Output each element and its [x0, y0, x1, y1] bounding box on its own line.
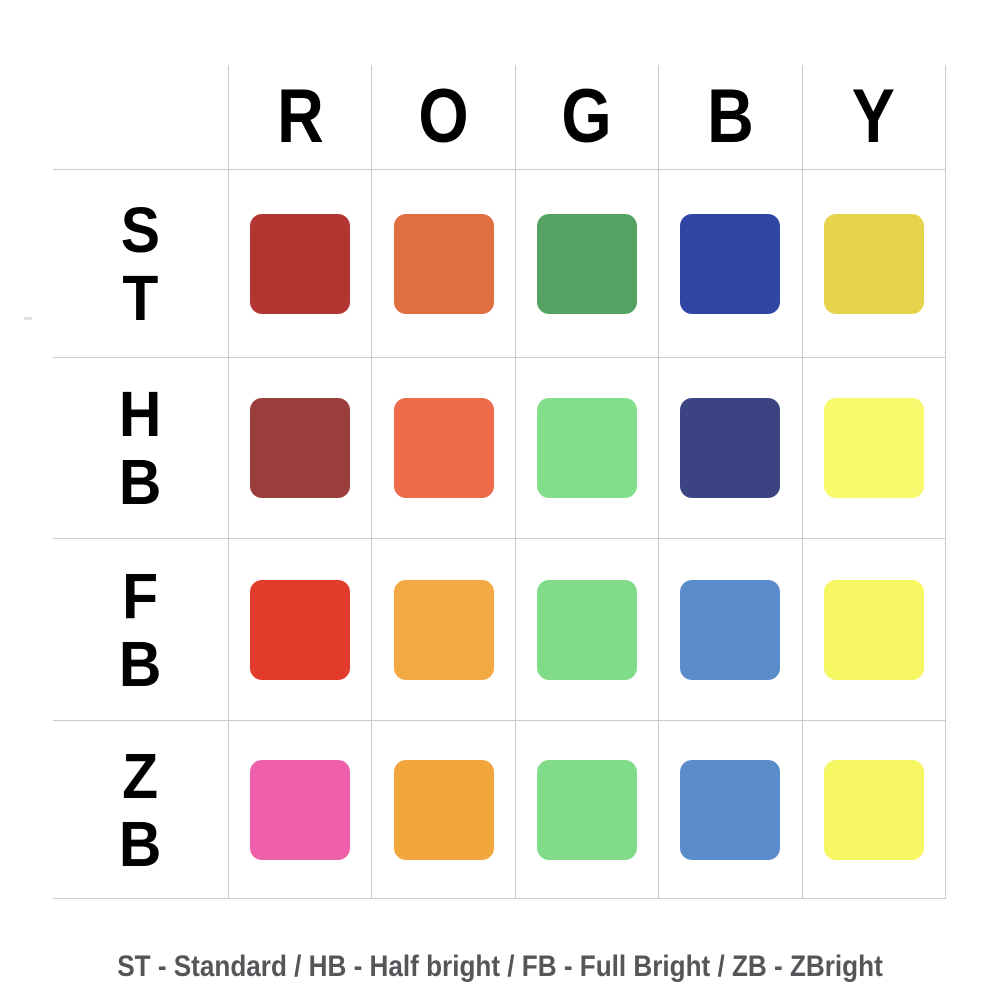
cell-ST-Y	[802, 170, 946, 358]
swatch-HB-B	[680, 398, 781, 498]
swatch-ST-G	[536, 213, 637, 314]
cell-ST-G	[515, 170, 660, 358]
cell-FB-Y	[802, 539, 946, 721]
cell-ZB-R	[229, 721, 373, 899]
cell-ST-R	[229, 170, 373, 358]
cell-ZB-O	[372, 721, 516, 899]
cell-ST-O	[372, 170, 516, 358]
swatch-ZB-B	[680, 759, 781, 860]
column-header-R: R	[229, 65, 373, 170]
column-header-label: Y	[852, 74, 896, 159]
swatch-HB-R	[250, 398, 351, 498]
swatch-HB-G	[536, 398, 637, 498]
cell-HB-Y	[802, 358, 946, 539]
row-header-FB: F B	[53, 539, 229, 721]
swatch-FB-O	[393, 579, 494, 680]
row-header-label: H B	[119, 378, 162, 518]
legend-text: ST - Standard / HB - Half bright / FB - …	[117, 950, 883, 983]
cell-FB-B	[659, 539, 803, 721]
swatch-ZB-O	[393, 759, 494, 860]
cell-ZB-G	[515, 721, 660, 899]
cell-HB-O	[372, 358, 516, 539]
column-header-label: R	[276, 74, 324, 159]
row-header-label: Z B	[119, 739, 162, 880]
palette-comparison-table: R O G B Y S T H B F B	[53, 65, 946, 899]
column-header-G: G	[515, 65, 660, 170]
swatch-ST-B	[680, 213, 781, 314]
cell-HB-G	[515, 358, 660, 539]
swatch-ST-R	[250, 213, 351, 314]
row-header-ST: S T	[53, 170, 229, 358]
cell-ZB-Y	[802, 721, 946, 899]
column-header-Y: Y	[802, 65, 946, 170]
column-header-B: B	[659, 65, 803, 170]
swatch-FB-B	[680, 579, 781, 680]
cell-FB-R	[229, 539, 373, 721]
cell-HB-B	[659, 358, 803, 539]
cell-FB-O	[372, 539, 516, 721]
cell-ST-B	[659, 170, 803, 358]
swatch-ST-O	[393, 213, 494, 314]
column-header-label: B	[707, 74, 754, 159]
swatch-FB-G	[536, 579, 637, 680]
row-header-label: S T	[120, 193, 161, 334]
swatch-ZB-Y	[823, 759, 924, 860]
swatch-FB-Y	[823, 579, 924, 680]
row-header-label: F B	[119, 559, 162, 700]
column-header-label: O	[418, 74, 469, 159]
cell-FB-G	[515, 539, 660, 721]
swatch-FB-R	[250, 579, 351, 680]
cell-HB-R	[229, 358, 373, 539]
column-header-label: G	[561, 74, 613, 159]
stray-mark	[24, 317, 32, 320]
column-header-O: O	[372, 65, 516, 170]
swatch-ZB-G	[536, 759, 637, 860]
row-header-HB: H B	[53, 358, 229, 539]
swatch-HB-O	[393, 398, 494, 498]
swatch-ZB-R	[250, 759, 351, 860]
row-header-ZB: Z B	[53, 721, 229, 899]
corner-cell	[53, 65, 229, 170]
cell-ZB-B	[659, 721, 803, 899]
swatch-HB-Y	[823, 398, 924, 498]
swatch-ST-Y	[823, 213, 924, 314]
